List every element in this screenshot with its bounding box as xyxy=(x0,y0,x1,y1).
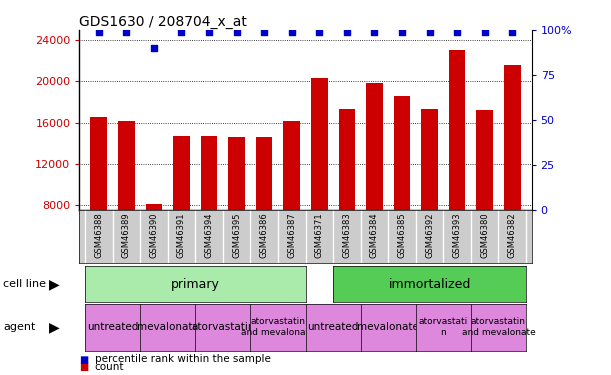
Bar xyxy=(90,117,107,210)
Text: atorvastati
n: atorvastati n xyxy=(419,318,468,337)
Text: GSM46392: GSM46392 xyxy=(425,213,434,258)
Bar xyxy=(477,110,493,210)
Bar xyxy=(284,120,300,210)
Text: primary: primary xyxy=(171,278,220,291)
Point xyxy=(370,29,379,35)
Text: GSM46386: GSM46386 xyxy=(260,213,269,258)
Text: count: count xyxy=(95,362,124,372)
Text: atorvastatin
and mevalonate: atorvastatin and mevalonate xyxy=(462,318,535,337)
Point xyxy=(452,29,462,35)
Text: mevalonate: mevalonate xyxy=(357,322,419,332)
Point xyxy=(177,29,186,35)
Text: GSM46395: GSM46395 xyxy=(232,213,241,258)
Text: GSM46371: GSM46371 xyxy=(315,213,324,258)
Text: immortalized: immortalized xyxy=(389,278,470,291)
Text: atorvastatin: atorvastatin xyxy=(191,322,255,332)
Text: GSM46385: GSM46385 xyxy=(398,213,406,258)
Bar xyxy=(338,109,355,210)
Bar xyxy=(145,204,162,210)
Text: GSM46391: GSM46391 xyxy=(177,213,186,258)
Point xyxy=(94,29,104,35)
Text: GDS1630 / 208704_x_at: GDS1630 / 208704_x_at xyxy=(79,15,247,29)
Bar xyxy=(311,78,327,210)
Bar xyxy=(366,84,382,210)
Point xyxy=(480,29,489,35)
Text: ■: ■ xyxy=(79,362,89,372)
Point xyxy=(287,29,296,35)
Text: GSM46383: GSM46383 xyxy=(342,213,351,258)
Point xyxy=(204,29,214,35)
Text: GSM46390: GSM46390 xyxy=(149,213,158,258)
Text: GSM46380: GSM46380 xyxy=(480,213,489,258)
Text: ■: ■ xyxy=(79,354,89,364)
Point xyxy=(425,29,434,35)
Point xyxy=(232,29,241,35)
Text: GSM46387: GSM46387 xyxy=(287,213,296,258)
Text: atorvastatin
and mevalonate: atorvastatin and mevalonate xyxy=(241,318,315,337)
Point xyxy=(122,29,131,35)
Text: mevalonate: mevalonate xyxy=(137,322,199,332)
Text: untreated: untreated xyxy=(307,322,359,332)
Point xyxy=(315,29,324,35)
Bar xyxy=(118,120,134,210)
Bar xyxy=(422,109,438,210)
Text: GSM46382: GSM46382 xyxy=(508,213,517,258)
Text: GSM46389: GSM46389 xyxy=(122,213,131,258)
Point xyxy=(259,29,269,35)
Point xyxy=(342,29,352,35)
Point xyxy=(149,45,159,51)
Text: agent: agent xyxy=(3,322,35,332)
Text: cell line: cell line xyxy=(3,279,46,289)
Text: untreated: untreated xyxy=(87,322,138,332)
Text: GSM46384: GSM46384 xyxy=(370,213,379,258)
Text: GSM46393: GSM46393 xyxy=(453,213,462,258)
Bar xyxy=(256,137,273,210)
Bar xyxy=(201,136,218,210)
Bar xyxy=(173,136,189,210)
Bar xyxy=(229,137,245,210)
Text: percentile rank within the sample: percentile rank within the sample xyxy=(95,354,271,364)
Bar xyxy=(504,65,521,210)
Text: GSM46388: GSM46388 xyxy=(94,213,103,258)
Text: ▶: ▶ xyxy=(48,320,59,334)
Text: GSM46394: GSM46394 xyxy=(205,213,213,258)
Bar xyxy=(393,96,410,210)
Text: ▶: ▶ xyxy=(48,277,59,291)
Point xyxy=(507,29,517,35)
Point xyxy=(397,29,407,35)
Bar xyxy=(449,50,466,210)
